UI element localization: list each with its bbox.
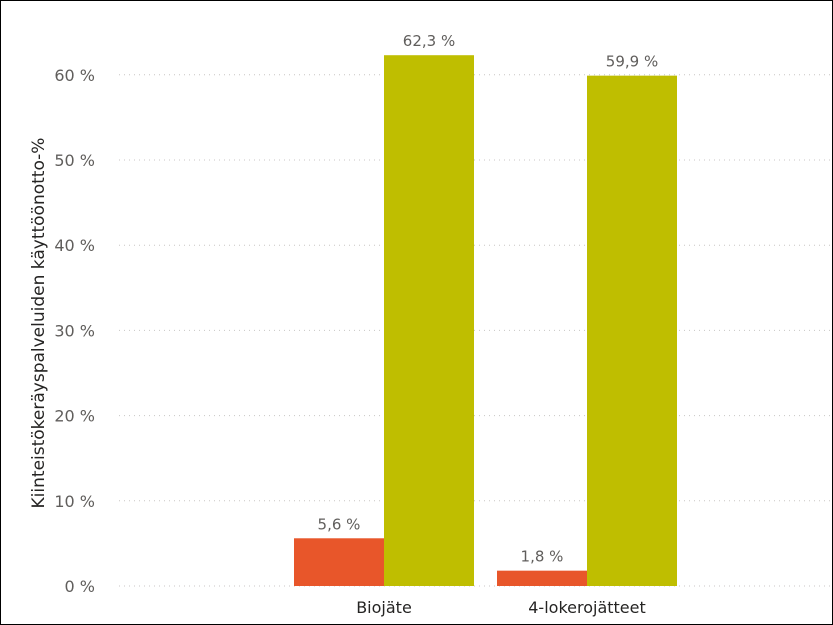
data-label: 59,9 % <box>606 53 658 71</box>
y-tick-label: 50 % <box>54 151 95 170</box>
x-category-label: 4-lokerojätteet <box>528 598 646 617</box>
bars <box>294 55 677 587</box>
y-tick-label: 60 % <box>54 66 95 85</box>
x-category-label: Biojäte <box>356 598 412 617</box>
data-labels: 5,6 % 1,8 % 62,3 % 59,9 % <box>318 32 659 565</box>
data-label: 5,6 % <box>318 515 361 533</box>
y-tick-label: 40 % <box>54 236 95 255</box>
data-label: 1,8 % <box>521 548 564 566</box>
bar <box>294 538 384 586</box>
bar <box>384 55 474 587</box>
x-axis-categories: Biojäte 4-lokerojätteet <box>356 598 646 617</box>
y-tick-label: 0 % <box>65 577 95 596</box>
y-axis-title: Kiinteistökeräyspalveluiden käyttöönotto… <box>29 138 49 509</box>
data-label: 62,3 % <box>403 32 455 50</box>
y-axis-ticks: 0 % 10 % 20 % 30 % 40 % 50 % 60 % <box>54 66 95 596</box>
y-tick-label: 30 % <box>54 321 95 340</box>
y-tick-label: 10 % <box>54 492 95 511</box>
gridlines <box>119 74 832 587</box>
bar <box>587 75 677 586</box>
bar <box>497 570 587 586</box>
y-tick-label: 20 % <box>54 407 95 426</box>
